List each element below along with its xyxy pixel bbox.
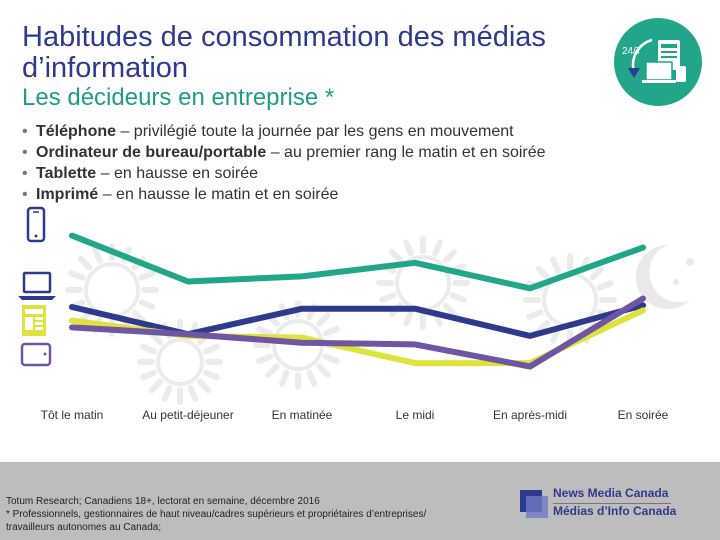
x-tick-label: Au petit-déjeuner	[142, 408, 233, 422]
x-tick-label: En après-midi	[493, 408, 567, 422]
logo-mark-icon	[520, 490, 548, 518]
series-line-4	[69, 295, 646, 370]
bullet-tablet: Tablette – en hausse en soirée	[22, 163, 546, 184]
badge-label: 24/7	[622, 46, 642, 57]
sun-icon	[376, 236, 470, 330]
bullet-print: Imprimé – en hausse le matin et en soiré…	[22, 184, 546, 205]
series-line-1	[69, 232, 646, 292]
source-line: travailleurs autonomes au Canada;	[6, 522, 162, 533]
footer: Totum Research; Canadiens 18+, lectorat …	[0, 462, 720, 540]
newspaper-icon	[22, 305, 46, 336]
tablet-icon	[20, 342, 52, 367]
source-line: Totum Research; Canadiens 18+, lectorat …	[6, 496, 320, 507]
x-tick-label: Tôt le matin	[41, 408, 104, 422]
source-line: * Professionnels, gestionnaires de haut …	[6, 509, 427, 520]
logo-name-en: News Media Canada	[553, 486, 669, 500]
page-subtitle: Les décideurs en entreprise *	[22, 84, 335, 111]
x-tick-label: En soirée	[618, 408, 669, 422]
bullet-list: Téléphone – privilégié toute la journée …	[22, 121, 546, 205]
phone-icon	[26, 206, 46, 243]
bullet-phone: Téléphone – privilégié toute la journée …	[22, 121, 546, 142]
x-tick-label: En matinée	[272, 408, 333, 422]
series-line-2	[69, 302, 646, 339]
logo-name-fr: Médias d’Info Canada	[553, 504, 677, 518]
bullet-computer: Ordinateur de bureau/portable – au premi…	[22, 142, 546, 163]
x-tick-label: Le midi	[396, 408, 435, 422]
clock-devices-badge-icon: 24/7	[614, 18, 702, 106]
source-note: Totum Research; Canadiens 18+, lectorat …	[6, 495, 476, 534]
page-title: Habitudes de consommation des médias d’i…	[22, 21, 546, 84]
laptop-icon	[18, 271, 56, 300]
moon-icon	[635, 244, 694, 309]
line-chart: Tôt le matin Au petit-déjeuner En matinée L…	[18, 206, 694, 422]
